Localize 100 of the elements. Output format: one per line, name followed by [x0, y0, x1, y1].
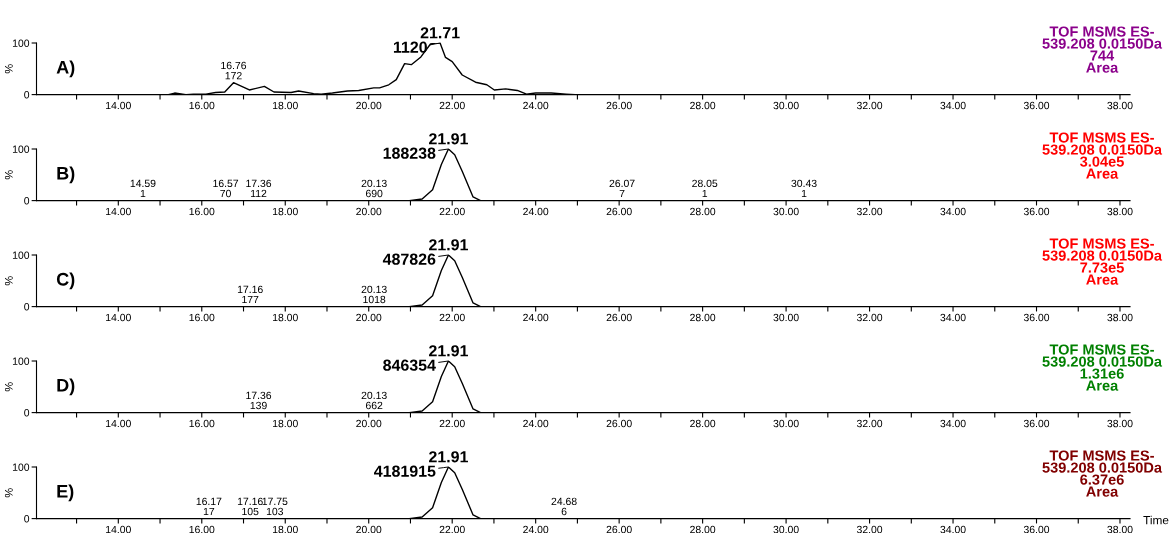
annotation: 21.91 — [429, 133, 468, 145]
y-tick-label: 0 — [24, 515, 30, 523]
y-axis-title: % — [4, 488, 13, 498]
x-tick-label: 32.00 — [856, 419, 883, 428]
annotation: 17.36 139 — [246, 391, 272, 410]
x-tick-label: 20.00 — [356, 207, 382, 216]
x-tick-label: 36.00 — [1023, 419, 1050, 428]
x-tick-label: 20.00 — [356, 525, 382, 533]
x-tick-label: 30.00 — [773, 101, 799, 110]
y-tick-label: 0 — [24, 409, 30, 417]
annotation: 188238 — [383, 147, 436, 159]
x-tick-label: 34.00 — [940, 525, 966, 533]
x-tick-label: 14.00 — [106, 525, 131, 533]
x-tick-label: 28.00 — [690, 207, 716, 216]
x-tick-label: 16.00 — [189, 207, 215, 216]
x-tick-label: 26.00 — [606, 207, 632, 216]
x-tick-label: 22.00 — [439, 101, 465, 110]
text: B) — [57, 166, 75, 184]
x-tick-label: 20.00 — [356, 101, 382, 110]
x-tick-label: 24.00 — [523, 101, 549, 110]
annotation: 487826 — [382, 253, 436, 265]
annotation: 17.36 112 — [246, 179, 272, 198]
x-tick-label: 36.00 — [1023, 525, 1050, 533]
y-tick-label: 0 — [24, 91, 30, 99]
x-tick-label: 18.00 — [273, 207, 298, 216]
x-tick-label: 16.00 — [189, 419, 215, 428]
x-tick-label: 22.00 — [439, 525, 465, 533]
x-tick-label: 34.00 — [940, 101, 966, 110]
y-tick-label: 0 — [24, 303, 30, 311]
annotation: 20.13 1018 — [361, 285, 387, 304]
x-tick-label: 26.00 — [606, 419, 632, 428]
annotation: 17.16 105 — [237, 497, 263, 516]
x-tick-label: 18.00 — [273, 313, 298, 322]
chart-subtitle: TOF MSMS ES- 539.208 0.0150Da 744 Area — [1042, 26, 1163, 73]
y-tick-label: 0 — [24, 197, 30, 205]
x-tick-label: 16.00 — [189, 101, 215, 110]
x-tick-label: 32.00 — [856, 207, 883, 216]
x-tick-label: 30.00 — [773, 313, 799, 322]
x-tick-label: 28.00 — [690, 419, 716, 428]
text: D) — [57, 378, 75, 396]
x-axis-title: Time — [1143, 515, 1169, 525]
x-tick-label: 24.00 — [523, 525, 549, 533]
x-tick-label: 20.00 — [356, 419, 382, 428]
x-tick-label: 18.00 — [273, 419, 298, 428]
x-tick-label: 22.00 — [439, 207, 465, 216]
chart-subtitle: TOF MSMS ES- 539.208 0.0150Da 1.31e6 Area — [1042, 344, 1163, 391]
x-tick-label: 26.00 — [606, 101, 632, 110]
x-tick-label: 20.00 — [356, 313, 382, 322]
annotation: 24.68 6 — [551, 497, 577, 516]
x-tick-label: 24.00 — [523, 207, 549, 216]
x-tick-label: 24.00 — [523, 313, 549, 322]
text: E) — [57, 484, 74, 502]
x-tick-label: 32.00 — [856, 313, 883, 322]
y-axis-title: % — [4, 64, 13, 74]
annotation: 28.05 1 — [692, 179, 718, 198]
annotation: 16.76 172 — [221, 61, 247, 80]
annotation: 16.57 70 — [213, 179, 239, 198]
x-tick-label: 36.00 — [1023, 313, 1050, 322]
x-tick-label: 16.00 — [189, 313, 215, 322]
x-tick-label: 38.00 — [1107, 101, 1133, 110]
annotation: 20.13 662 — [361, 391, 387, 410]
annotation: 21.91 — [429, 239, 468, 251]
y-tick-label: 100 — [12, 251, 30, 259]
x-tick-label: 32.00 — [856, 101, 883, 110]
x-tick-label: 38.00 — [1107, 313, 1133, 322]
x-tick-label: 36.00 — [1023, 207, 1050, 216]
x-tick-label: 30.00 — [773, 207, 799, 216]
annotation: 14.59 1 — [130, 179, 156, 198]
annotation: 17.75 103 — [262, 497, 288, 516]
x-tick-label: 14.00 — [106, 419, 131, 428]
annotation: 30.43 1 — [791, 179, 817, 198]
chart-subtitle: TOF MSMS ES- 539.208 0.0150Da 6.37e6 Area — [1042, 450, 1163, 497]
y-tick-label: 100 — [12, 357, 30, 365]
annotation: 21.71 — [420, 27, 460, 39]
annotation: 26.07 7 — [609, 179, 635, 198]
y-axis-title: % — [4, 382, 13, 392]
x-tick-label: 28.00 — [690, 313, 716, 322]
y-tick-label: 100 — [12, 463, 30, 471]
x-tick-label: 30.00 — [773, 419, 799, 428]
x-tick-label: 18.00 — [273, 525, 298, 533]
x-tick-label: 34.00 — [940, 207, 966, 216]
annotation: 4181915 — [374, 465, 436, 477]
annotation: 20.13 690 — [361, 179, 387, 198]
x-tick-label: 28.00 — [690, 525, 716, 533]
x-tick-label: 18.00 — [273, 101, 298, 110]
annotation: 17.16 177 — [237, 285, 263, 304]
x-tick-label: 24.00 — [523, 419, 549, 428]
y-axis-title: % — [4, 170, 13, 180]
x-tick-label: 38.00 — [1107, 207, 1133, 216]
x-tick-label: 38.00 — [1107, 419, 1133, 428]
annotation: 846354 — [383, 359, 436, 371]
x-tick-label: 38.00 — [1107, 525, 1133, 533]
x-tick-label: 22.00 — [439, 313, 465, 322]
x-tick-label: 22.00 — [439, 419, 465, 428]
y-tick-label: 100 — [12, 39, 30, 47]
x-tick-label: 34.00 — [940, 419, 966, 428]
y-tick-label: 100 — [12, 145, 30, 153]
chart-subtitle: TOF MSMS ES- 539.208 0.0150Da 3.04e5 Area — [1042, 132, 1163, 179]
x-tick-label: 34.00 — [940, 313, 966, 322]
y-axis-title: % — [4, 276, 13, 286]
